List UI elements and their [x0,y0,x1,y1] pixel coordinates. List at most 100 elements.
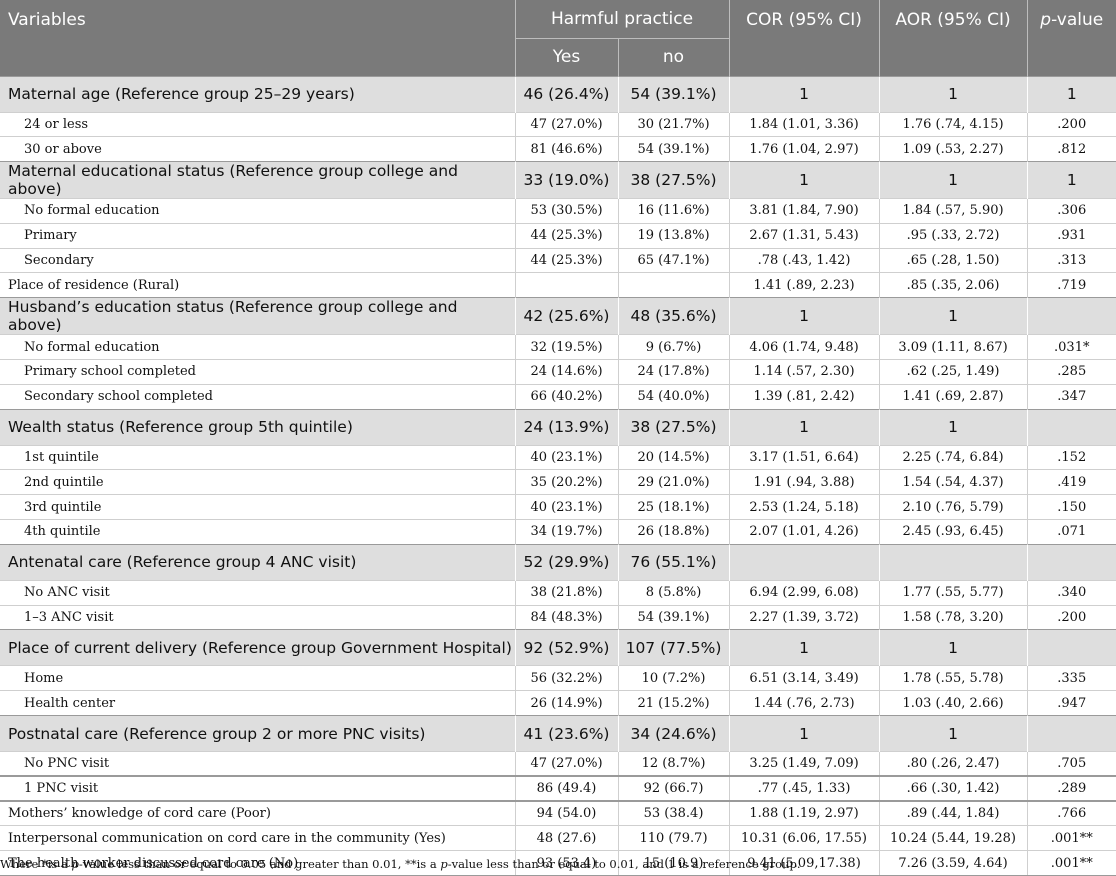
no-cell: 9 (6.7%) [617,334,730,360]
p-value-cell: .152 [1026,444,1116,470]
table-row: 1st quintile 40 (23.1%) 20 (14.5%) 3.17 (1.… [0,444,1116,470]
no-cell: 15 (10.9) [617,850,730,876]
cor-cell [728,543,880,581]
table-row: 1–3 ANC visit 84 (48.3%) 54 (39.1%) 2.27 (1… [0,604,1116,630]
cor-cell: 1.14 (.57, 2.30) [728,359,880,385]
p-value-cell: .200 [1026,111,1116,137]
p-value-cell: .031* [1026,334,1116,360]
cor-cell: 2.53 (1.24, 5.18) [728,494,880,520]
cor-cell: 1 [728,715,880,752]
no-cell: 21 (15.2%) [617,690,730,716]
table-group-row: Wealth status (Reference group 5th quint… [0,408,1116,446]
variable-cell: 24 or less [0,111,515,137]
no-cell: 92 (66.7) [617,775,730,802]
aor-cell: 1 [878,75,1028,112]
p-value-cell: .285 [1026,359,1116,385]
variable-cell: Place of residence (Rural) [0,272,515,298]
yes-cell: 38 (21.8%) [514,579,618,606]
aor-cell [878,543,1028,581]
table-row: 4th quintile 34 (19.7%) 26 (18.8%) 2.07 (1.… [0,519,1116,545]
yes-cell: 47 (27.0%) [514,751,618,777]
p-value-cell: .001** [1026,850,1116,876]
p-value-cell: .812 [1026,136,1116,162]
table-group-row: Postnatal care (Reference group 2 or mor… [0,715,1116,752]
table-row: Secondary school completed 66 (40.2%) 54 (… [0,383,1116,410]
aor-cell: .89 (.44, 1.84) [878,800,1028,826]
cor-cell: 9.41 (5.09,17.38) [728,850,880,876]
yes-cell: 46 (26.4%) [514,75,618,112]
table-group-row: Maternal age (Reference group 25–29 year… [0,75,1116,112]
table-row: The health worker discussed cord care (N… [0,850,1116,876]
cor-cell: 10.31 (6.06, 17.55) [728,825,880,851]
p-value-cell [1026,408,1116,446]
yes-cell: 66 (40.2%) [514,383,618,410]
table-row: Home 56 (32.2%) 10 (7.2%) 6.51 (3.14, 3.49)… [0,665,1116,691]
aor-cell: .85 (.35, 2.06) [878,272,1028,298]
p-value-cell: .306 [1026,198,1116,224]
yes-cell: 44 (25.3%) [514,222,618,249]
no-cell: 38 (27.5%) [617,161,730,199]
header-row-top: Variables Harmful practice COR (95% CI) … [0,0,1116,76]
variable-cell: No ANC visit [0,579,515,606]
table-row: No formal education 32 (19.5%) 9 (6.7%) 4.0… [0,334,1116,360]
header-variables: Variables [0,0,515,76]
table-group-row: Maternal educational status (Reference g… [0,161,1116,199]
no-cell: 53 (38.4) [617,800,730,826]
aor-cell: 1.03 (.40, 2.66) [878,690,1028,716]
footnote-part2: -value less than or equal to 0.05 and gr… [78,857,441,871]
cor-cell: 1 [728,75,880,112]
header-yes: Yes [514,38,618,76]
p-value-cell [1026,629,1116,666]
cor-cell: 1.91 (.94, 3.88) [728,469,880,495]
header-harmful-practice: Harmful practice [514,0,730,39]
variable-cell: Place of current delivery (Reference gro… [0,629,515,666]
footnote-p1: p [71,857,79,871]
yes-cell: 47 (27.0%) [514,111,618,137]
aor-cell: 1.54 (.54, 4.37) [878,469,1028,495]
header-cor: COR (95% CI) [728,0,880,76]
table-row: 30 or above 81 (46.6%) 54 (39.1%) 1.76 (1.0… [0,136,1116,162]
no-cell: 10 (7.2%) [617,665,730,691]
table-row: 1 PNC visit 86 (49.4) 92 (66.7) .77 (.45, 1… [0,775,1116,802]
variable-cell: 4th quintile [0,519,515,545]
aor-cell: 1.41 (.69, 2.87) [878,383,1028,410]
p-value-cell: .289 [1026,775,1116,802]
yes-cell: 92 (52.9%) [514,629,618,666]
table-row: 3rd quintile 40 (23.1%) 25 (18.1%) 2.53 (1.… [0,494,1116,520]
variable-cell: Home [0,665,515,691]
yes-cell: 35 (20.2%) [514,469,618,495]
cor-cell: 1 [728,629,880,666]
p-value-cell: .001** [1026,825,1116,851]
p-value-cell: .766 [1026,800,1116,826]
cor-cell: 1.41 (.89, 2.23) [728,272,880,298]
variable-cell: Mothers’ knowledge of cord care (Poor) [0,800,515,826]
variable-cell: Wealth status (Reference group 5th quint… [0,408,515,446]
no-cell: 8 (5.8%) [617,579,730,606]
no-cell: 54 (39.1%) [617,75,730,112]
yes-cell: 84 (48.3%) [514,604,618,630]
aor-cell: .80 (.26, 2.47) [878,751,1028,777]
cor-cell: 1.39 (.81, 2.42) [728,383,880,410]
table-row: Place of residence (Rural) 1.41 (.89, 2.2… [0,272,1116,298]
cor-cell: 1 [728,297,880,335]
variable-cell: 1–3 ANC visit [0,604,515,630]
variable-cell: Secondary school completed [0,383,515,410]
aor-cell: 1 [878,161,1028,199]
yes-cell: 48 (27.6) [514,825,618,851]
yes-cell: 44 (25.3%) [514,247,618,273]
table-row: No formal education 53 (30.5%) 16 (11.6%) 3… [0,198,1116,224]
variable-cell: No PNC visit [0,751,515,777]
variable-cell: Antenatal care (Reference group 4 ANC vi… [0,543,515,581]
aor-cell: 10.24 (5.44, 19.28) [878,825,1028,851]
yes-cell: 26 (14.9%) [514,690,618,716]
p-value-cell: .419 [1026,469,1116,495]
variable-cell: Health center [0,690,515,716]
p-value-cell: .150 [1026,494,1116,520]
aor-cell: 1 [878,629,1028,666]
table-group-row: Husband’s education status (Reference gr… [0,297,1116,335]
no-cell: 29 (21.0%) [617,469,730,495]
yes-cell: 52 (29.9%) [514,543,618,581]
variable-cell: 1st quintile [0,444,515,470]
no-cell: 25 (18.1%) [617,494,730,520]
p-value-cell: .071 [1026,519,1116,545]
